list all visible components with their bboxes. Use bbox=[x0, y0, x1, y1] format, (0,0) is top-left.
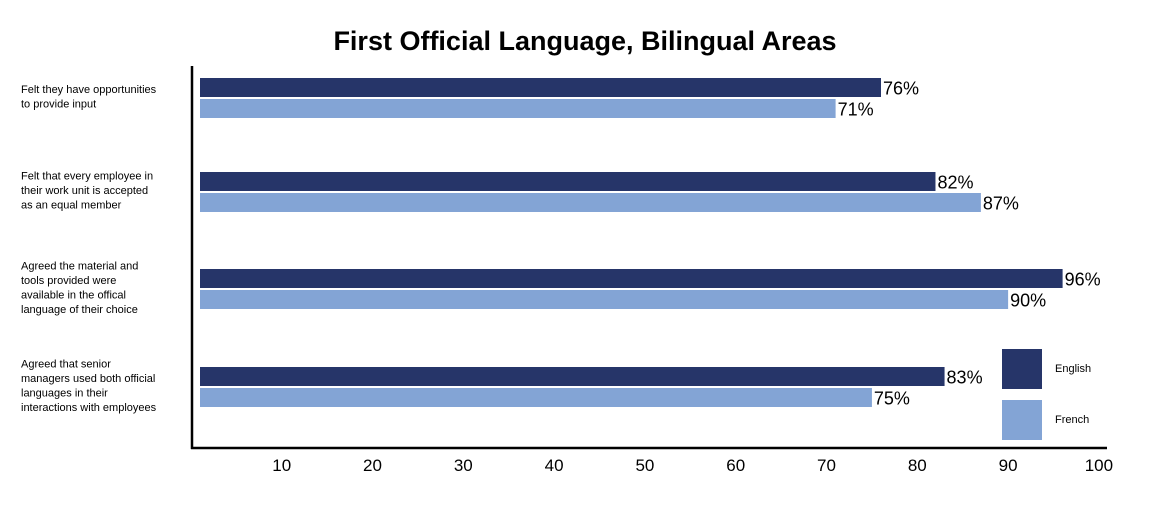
category-label-line: Agreed that senior bbox=[21, 358, 111, 370]
data-label-english-1: 82% bbox=[937, 173, 973, 193]
x-tick-label: 60 bbox=[726, 456, 745, 475]
category-label-line: languages in their bbox=[21, 387, 108, 399]
category-label-line: Felt they have opportunities bbox=[21, 84, 157, 96]
bar-french-2 bbox=[200, 290, 1009, 309]
category-label-line: language of their choice bbox=[21, 304, 138, 316]
category-label-0: Felt they have opportunities to provide i… bbox=[21, 84, 157, 111]
x-tick-label: 90 bbox=[999, 456, 1018, 475]
category-label-line: Felt that every employee in bbox=[21, 171, 153, 183]
data-label-french-2: 90% bbox=[1010, 291, 1046, 311]
category-label-line: managers used both official bbox=[21, 373, 155, 385]
legend-swatch-english bbox=[1002, 349, 1042, 389]
category-labels: Felt they have opportunities to provide i… bbox=[21, 84, 157, 414]
bar-english-1 bbox=[200, 172, 936, 191]
data-label-french-1: 87% bbox=[983, 194, 1019, 214]
category-label-line: available in the offical bbox=[21, 289, 126, 301]
category-label-line: interactions with employees bbox=[21, 402, 157, 414]
bar-french-1 bbox=[200, 193, 981, 212]
category-label-line: to provide input bbox=[21, 98, 96, 110]
bar-french-0 bbox=[200, 99, 836, 118]
legend-swatch-french bbox=[1002, 400, 1042, 440]
category-label-3: Agreed that senior managers used both off… bbox=[21, 358, 157, 414]
data-label-english-0: 76% bbox=[883, 79, 919, 99]
x-tick-label: 80 bbox=[908, 456, 927, 475]
data-label-french-0: 71% bbox=[838, 100, 874, 120]
x-tick-label: 20 bbox=[363, 456, 382, 475]
category-label-2: Agreed the material and tools provided we… bbox=[21, 260, 138, 316]
x-tick-label: 30 bbox=[454, 456, 473, 475]
bars-group: 76% 71% 82% 87% 96% 90% 83% 75% bbox=[200, 78, 1101, 409]
bar-english-2 bbox=[200, 269, 1063, 288]
data-label-french-3: 75% bbox=[874, 389, 910, 409]
data-label-english-2: 96% bbox=[1065, 270, 1101, 290]
bar-english-0 bbox=[200, 78, 881, 97]
x-tick-label: 10 bbox=[272, 456, 291, 475]
category-label-line: Agreed the material and bbox=[21, 260, 138, 272]
x-tick-label: 40 bbox=[545, 456, 564, 475]
category-label-line: tools provided were bbox=[21, 275, 116, 287]
bar-english-3 bbox=[200, 367, 945, 386]
x-tick-label: 70 bbox=[817, 456, 836, 475]
x-tick-label: 100 bbox=[1085, 456, 1113, 475]
chart-title: First Official Language, Bilingual Areas bbox=[333, 26, 836, 56]
legend-label-french: French bbox=[1055, 414, 1089, 426]
bar-french-3 bbox=[200, 388, 872, 407]
category-label-line: their work unit is accepted bbox=[21, 185, 148, 197]
x-tick-labels: 10 20 30 40 50 60 70 80 90 100 bbox=[272, 456, 1113, 475]
x-tick-label: 50 bbox=[635, 456, 654, 475]
category-label-1: Felt that every employee in their work un… bbox=[21, 171, 153, 212]
legend: English French bbox=[1002, 349, 1091, 440]
category-label-line: as an equal member bbox=[21, 200, 122, 212]
legend-label-english: English bbox=[1055, 363, 1091, 375]
data-label-english-3: 83% bbox=[947, 368, 983, 388]
